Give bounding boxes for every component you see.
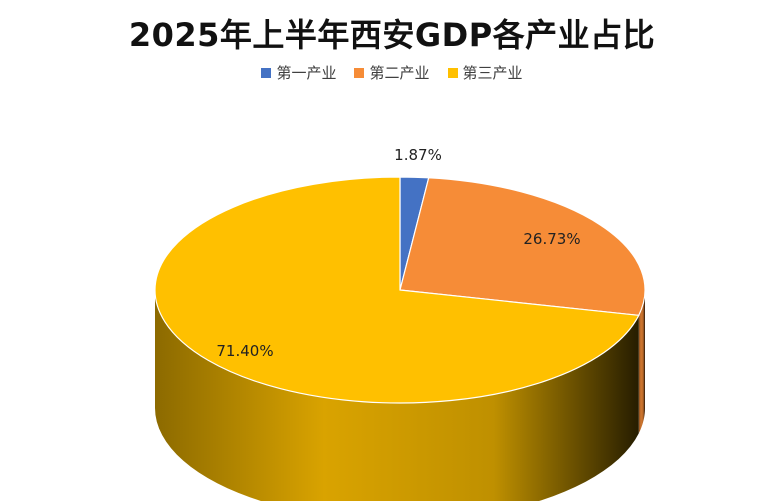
data-label-第二产业: 26.73% — [523, 230, 580, 248]
legend-swatch-secondary — [354, 67, 365, 78]
pie-side-第三产业 — [155, 290, 639, 501]
pie-slice-第三产业 — [154, 176, 640, 404]
legend-label-primary: 第一产业 — [276, 64, 337, 82]
legend-item-secondary: 第二产业 — [354, 62, 430, 83]
legend-swatch-primary — [261, 67, 272, 78]
data-label-第三产业: 71.40% — [216, 342, 273, 360]
legend-item-primary: 第一产业 — [261, 62, 336, 83]
legend-label-tertiary: 第三产业 — [462, 64, 523, 82]
pie-side-第二产业 — [638, 290, 645, 434]
chart-legend: 第一产业 第二产业 第三产业 — [0, 62, 784, 83]
legend-label-secondary: 第二产业 — [369, 64, 430, 82]
pie-slice-第二产业 — [399, 177, 646, 316]
legend-swatch-tertiary — [447, 67, 458, 78]
legend-item-tertiary: 第三产业 — [447, 62, 523, 83]
chart-title: 2025年上半年西安GDP各产业占比 — [128, 16, 656, 54]
data-label-第一产业: 1.87% — [394, 146, 442, 164]
